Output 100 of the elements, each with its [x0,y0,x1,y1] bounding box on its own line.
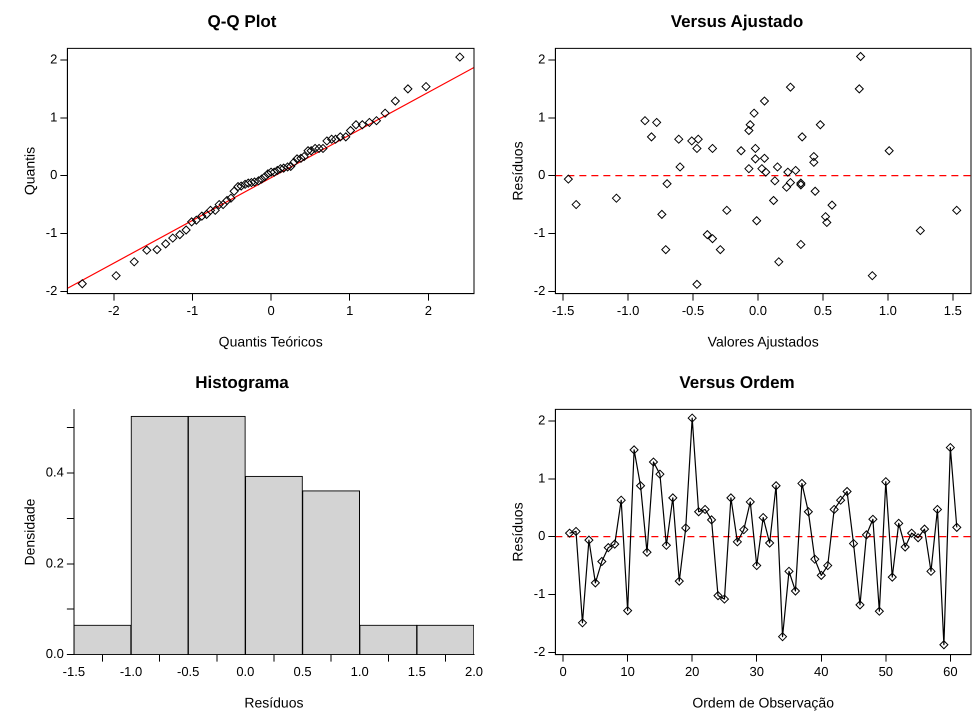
point [702,230,712,240]
point [674,134,684,144]
point [750,154,760,164]
point [770,176,780,186]
point [822,218,832,227]
x-tick-label: 1.0 [350,664,369,679]
x-tick-label: -0.5 [682,302,704,318]
y-tick-label: 0.2 [46,555,64,570]
point [783,168,792,177]
point [708,144,718,153]
y-tick-label: 1 [538,470,546,486]
x-tick-label: 60 [943,664,958,679]
y-axis-title: Quantis [21,146,38,196]
point [809,158,818,167]
y-tick-label: -2 [46,282,58,298]
y-tick-label: -1 [534,225,546,240]
y-axis-title: Resíduos [509,141,526,201]
x-tick-label: -1.5 [552,302,574,318]
x-tick-label: 1.5 [944,302,962,318]
y-tick-label: 0 [538,528,546,544]
x-tick-label: 2.0 [464,664,484,679]
x-tick-label: 50 [878,664,894,679]
chart-title: Histograma [195,372,290,392]
x-tick-label: 1.0 [878,302,897,318]
x-tick-label: 30 [749,664,764,679]
x-axis-title: Quantis Teóricos [218,333,323,350]
point [750,108,759,118]
y-tick-label: 2 [50,52,58,67]
point [692,144,702,153]
x-tick-label: 0.5 [293,664,312,679]
point [757,164,766,174]
point [810,186,820,196]
chart-title: Versus Ajustado [670,12,804,31]
point [722,206,732,215]
x-tick-label: -1 [186,302,198,318]
point [798,132,807,142]
point [661,245,670,254]
x-tick-label: 10 [620,664,635,679]
y-tick-label: 0.0 [46,646,64,662]
point [884,146,894,156]
y-axis-title: Densidade [21,498,38,566]
point [856,52,866,61]
chart-title: Q-Q Plot [208,12,277,31]
point [612,194,621,203]
point [854,84,864,94]
x-tick-label: 0 [267,302,275,318]
point [716,245,725,254]
point [786,178,795,188]
x-tick-label: -0.5 [176,664,200,679]
point [646,132,656,142]
point [786,82,795,92]
point [782,182,792,192]
x-tick-label: -1.5 [62,664,86,679]
y-tick-label: 0 [538,167,546,182]
point [662,179,672,188]
y-tick-label: 1 [50,109,58,124]
point [769,196,778,205]
x-tick-label: 1 [346,302,354,318]
point [760,96,769,106]
point [809,152,818,162]
point [816,120,825,130]
y-tick-label: -1 [534,586,546,602]
chart-title: Versus Ordem [679,372,795,392]
x-tick-label: 0.0 [236,664,254,679]
x-tick-label: -1.0 [616,302,640,318]
y-tick-label: 0 [50,167,58,182]
point [796,240,806,249]
y-tick-label: 0.4 [46,464,64,480]
point [774,257,784,266]
x-tick-label: 40 [814,664,828,679]
point [761,168,770,177]
point [868,271,877,280]
x-tick-label: 0.5 [814,302,832,318]
point [572,200,581,210]
y-tick-label: 2 [538,52,546,67]
point [694,134,703,144]
x-tick-label: 1.5 [408,664,426,679]
point [821,212,830,222]
x-tick-label: 2 [424,302,432,318]
point [657,210,666,219]
x-axis-title: Ordem de Observação [692,694,834,710]
y-tick-label: -2 [534,282,546,298]
point [744,164,754,174]
x-tick-label: -2 [108,302,120,318]
x-tick-label: -1.0 [120,664,142,679]
point [564,174,573,184]
point [746,120,755,130]
point [760,154,769,163]
point [952,206,962,215]
point [772,162,782,172]
y-tick-label: -1 [46,225,58,240]
point [708,234,718,244]
point [750,144,760,153]
x-tick-label: 0.0 [748,302,768,318]
y-tick-label: 2 [538,412,546,428]
y-axis-title: Resíduos [509,502,526,562]
point [676,162,685,172]
point [744,126,754,136]
x-tick-label: 20 [684,664,700,679]
y-tick-label: -2 [534,644,546,659]
